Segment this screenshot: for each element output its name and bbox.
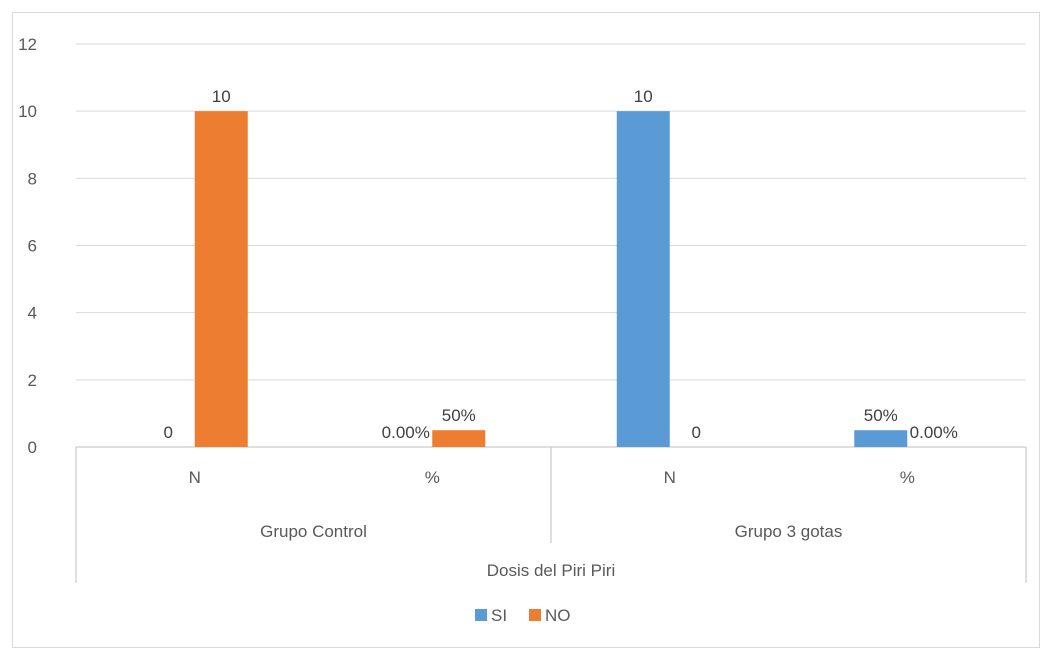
bar-no — [194, 111, 248, 448]
bar-si — [616, 111, 670, 448]
data-label: 0.00% — [910, 423, 958, 442]
legend-entry-si: SI — [491, 606, 507, 625]
x-outer-label: Dosis del Piri Piri — [487, 561, 615, 580]
y-tick-label: 6 — [28, 237, 37, 256]
y-tick-label: 0 — [28, 438, 37, 457]
x-group-label: Grupo 3 gotas — [735, 522, 843, 541]
x-category-label: N — [189, 468, 201, 487]
x-group-label: Grupo Control — [260, 522, 367, 541]
y-tick-label: 2 — [28, 371, 37, 390]
bar-si — [854, 430, 908, 447]
y-tick-label: 8 — [28, 169, 37, 188]
y-tick-label: 12 — [18, 35, 37, 54]
x-category-label: % — [900, 468, 915, 487]
x-category-label: N — [664, 468, 676, 487]
bar-no — [432, 430, 486, 447]
legend-entry-no: NO — [545, 606, 571, 625]
y-tick-label: 4 — [28, 304, 37, 323]
data-label: 50% — [442, 406, 476, 425]
data-label: 10 — [212, 87, 231, 106]
data-label: 0 — [692, 423, 701, 442]
x-category-label: % — [425, 468, 440, 487]
bar-chart: 0 2 4 6 8 10 12 0 10 N 0.00% 50%% 10 0 N 50% 0.00%% Grupo… — [18, 35, 1027, 625]
data-label: 0.00% — [382, 423, 430, 442]
legend-swatch-si — [475, 609, 487, 621]
legend-swatch-no — [529, 609, 541, 621]
chart-container: 0 2 4 6 8 10 12 0 10 N 0.00% 50%% 10 0 N 50% 0.00%% Grupo… — [12, 12, 1040, 648]
y-tick-label: 10 — [18, 102, 37, 121]
data-label: 50% — [864, 406, 898, 425]
data-label: 0 — [164, 423, 173, 442]
data-label: 10 — [634, 87, 653, 106]
